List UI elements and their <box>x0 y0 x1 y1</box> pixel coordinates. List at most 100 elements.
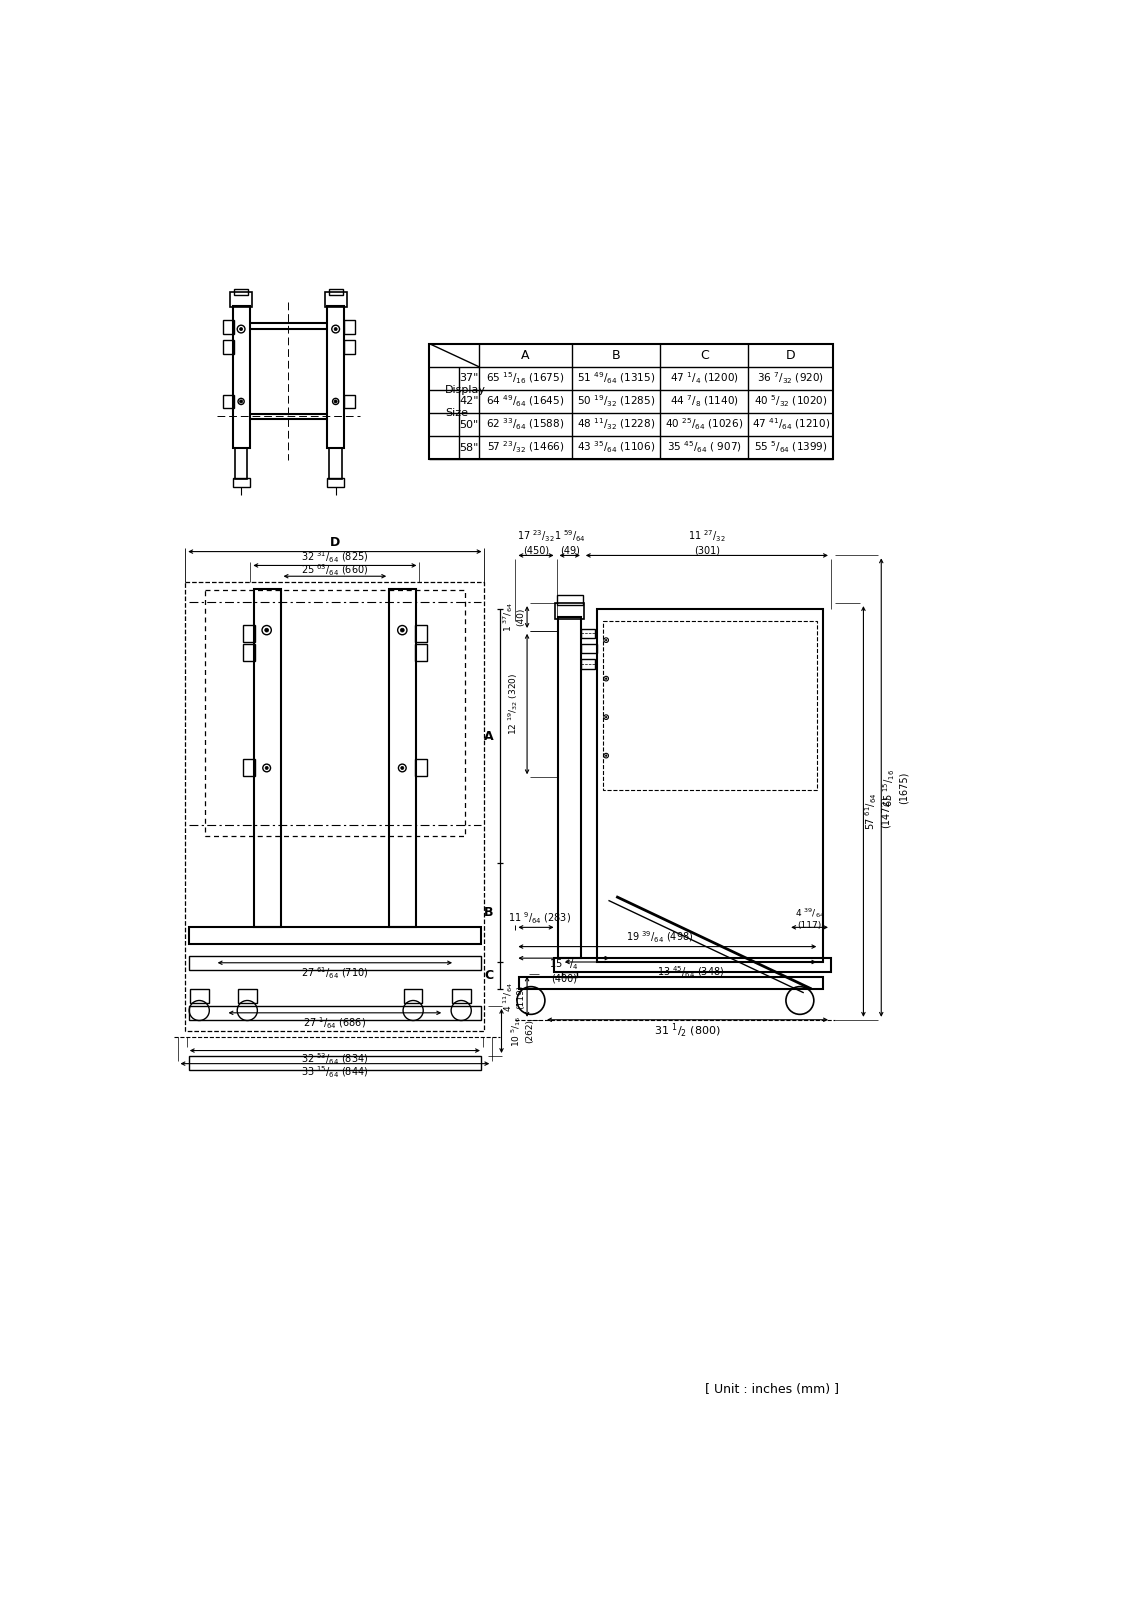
Bar <box>558 618 581 958</box>
Circle shape <box>401 766 404 770</box>
Text: 27 $^{1}$/$_{64}$ (686): 27 $^{1}$/$_{64}$ (686) <box>304 1016 367 1032</box>
Bar <box>562 973 577 978</box>
Bar <box>190 1056 481 1070</box>
Text: 35 $^{45}$/$_{64}$ ( 907): 35 $^{45}$/$_{64}$ ( 907) <box>667 440 742 456</box>
Circle shape <box>265 766 269 770</box>
Bar <box>581 629 595 638</box>
Bar <box>581 659 595 669</box>
Text: 11 $^{9}$/$_{64}$ (283): 11 $^{9}$/$_{64}$ (283) <box>508 910 571 926</box>
Text: 50 $^{19}$/$_{32}$ (1285): 50 $^{19}$/$_{32}$ (1285) <box>577 394 655 410</box>
Circle shape <box>334 400 338 403</box>
Circle shape <box>605 640 607 642</box>
Text: 44 $^{7}$/$_{8}$ (1140): 44 $^{7}$/$_{8}$ (1140) <box>669 394 738 410</box>
Text: 10 $^{5}$/$_{16}$
(262): 10 $^{5}$/$_{16}$ (262) <box>509 1014 534 1046</box>
Bar <box>243 624 255 642</box>
Bar <box>557 595 583 605</box>
Bar <box>344 339 355 354</box>
Bar <box>555 603 585 619</box>
Text: 1 $^{59}$/$_{64}$
(49): 1 $^{59}$/$_{64}$ (49) <box>554 528 586 555</box>
Bar <box>603 621 817 790</box>
Bar <box>327 306 344 448</box>
Bar <box>185 582 484 1032</box>
Bar <box>414 643 427 661</box>
Bar <box>344 395 355 408</box>
Text: A: A <box>484 730 493 742</box>
Text: 57 $^{23}$/$_{32}$ (1466): 57 $^{23}$/$_{32}$ (1466) <box>487 440 564 456</box>
Circle shape <box>605 717 607 718</box>
Text: 31 $^{1}$/$_{2}$ (800): 31 $^{1}$/$_{2}$ (800) <box>654 1021 720 1040</box>
Text: 11 $^{27}$/$_{32}$
(301): 11 $^{27}$/$_{32}$ (301) <box>688 528 726 555</box>
Text: Display: Display <box>445 386 485 395</box>
Text: 4 $^{39}$/$_{64}$
(117): 4 $^{39}$/$_{64}$ (117) <box>795 906 824 930</box>
Bar <box>429 344 833 459</box>
Text: C: C <box>700 349 709 362</box>
Text: 1 $^{37}$/$_{64}$
(40): 1 $^{37}$/$_{64}$ (40) <box>501 602 525 632</box>
Text: 13 $^{45}$/$_{64}$ (348): 13 $^{45}$/$_{64}$ (348) <box>657 965 725 981</box>
Bar <box>325 293 347 307</box>
Text: 50": 50" <box>460 419 479 429</box>
Text: 19 $^{39}$/$_{64}$ (498): 19 $^{39}$/$_{64}$ (498) <box>625 930 693 946</box>
Text: 17 $^{23}$/$_{32}$
(450): 17 $^{23}$/$_{32}$ (450) <box>517 528 555 555</box>
Text: 27 $^{61}$/$_{64}$ (710): 27 $^{61}$/$_{64}$ (710) <box>301 966 368 981</box>
Circle shape <box>605 678 607 680</box>
Bar <box>519 978 823 989</box>
Circle shape <box>605 755 607 757</box>
Bar <box>597 610 823 962</box>
Bar <box>238 989 256 1003</box>
Bar <box>190 1006 481 1019</box>
Text: 62 $^{33}$/$_{64}$ (1588): 62 $^{33}$/$_{64}$ (1588) <box>487 418 564 432</box>
Bar <box>404 989 422 1003</box>
Text: 40 $^{25}$/$_{64}$ (1026): 40 $^{25}$/$_{64}$ (1026) <box>665 418 743 432</box>
Bar <box>327 478 344 486</box>
Circle shape <box>239 328 243 331</box>
Bar <box>233 306 250 448</box>
Bar <box>554 958 831 973</box>
Bar <box>190 989 209 1003</box>
Text: Size: Size <box>445 408 467 418</box>
Text: 32 $^{31}$/$_{64}$ (825): 32 $^{31}$/$_{64}$ (825) <box>301 550 368 565</box>
Bar <box>330 448 342 480</box>
Text: D: D <box>786 349 796 362</box>
Bar <box>224 395 234 408</box>
Circle shape <box>264 629 269 632</box>
Circle shape <box>239 400 243 403</box>
Bar <box>390 589 417 928</box>
Text: 65 $^{15}$/$_{16}$ (1675): 65 $^{15}$/$_{16}$ (1675) <box>487 371 564 386</box>
Text: 47 $^{41}$/$_{64}$ (1210): 47 $^{41}$/$_{64}$ (1210) <box>752 418 830 432</box>
Text: 55 $^{5}$/$_{64}$ (1399): 55 $^{5}$/$_{64}$ (1399) <box>754 440 828 456</box>
Bar <box>414 624 427 642</box>
Text: 42": 42" <box>460 397 479 406</box>
Text: 64 $^{49}$/$_{64}$ (1645): 64 $^{49}$/$_{64}$ (1645) <box>487 394 564 410</box>
Bar <box>224 339 234 354</box>
Bar <box>243 643 255 661</box>
Text: 25 $^{63}$/$_{64}$ (660): 25 $^{63}$/$_{64}$ (660) <box>301 562 368 578</box>
Text: 48 $^{11}$/$_{32}$ (1228): 48 $^{11}$/$_{32}$ (1228) <box>577 418 655 432</box>
Circle shape <box>401 629 404 632</box>
Bar <box>234 290 248 294</box>
Text: 51 $^{49}$/$_{64}$ (1315): 51 $^{49}$/$_{64}$ (1315) <box>577 371 655 386</box>
Bar <box>224 320 234 334</box>
Bar <box>230 293 252 307</box>
Text: B: B <box>612 349 621 362</box>
Text: 12 $^{19}$/$_{32}$ (320): 12 $^{19}$/$_{32}$ (320) <box>506 674 520 736</box>
Text: 4 $^{11}$/$_{64}$
(119): 4 $^{11}$/$_{64}$ (119) <box>501 982 525 1011</box>
Bar <box>581 643 597 653</box>
Text: 47 $^{1}$/$_{4}$ (1200): 47 $^{1}$/$_{4}$ (1200) <box>669 371 738 386</box>
Bar <box>452 989 471 1003</box>
Text: 32 $^{53}$/$_{64}$ (834): 32 $^{53}$/$_{64}$ (834) <box>301 1051 368 1067</box>
Bar <box>233 478 250 486</box>
Bar <box>190 928 481 944</box>
Text: B: B <box>484 906 493 920</box>
Bar <box>254 589 281 928</box>
Bar <box>414 760 427 776</box>
Bar <box>344 320 355 334</box>
Text: 40 $^{5}$/$_{32}$ (1020): 40 $^{5}$/$_{32}$ (1020) <box>754 394 828 410</box>
Bar <box>204 590 465 837</box>
Circle shape <box>334 328 338 331</box>
Text: 15 $^{3}$/$_{4}$
(400): 15 $^{3}$/$_{4}$ (400) <box>549 957 579 984</box>
Text: C: C <box>484 970 493 982</box>
Text: D: D <box>330 536 340 549</box>
Bar <box>235 448 247 480</box>
Bar <box>329 290 342 294</box>
Bar <box>190 955 481 970</box>
